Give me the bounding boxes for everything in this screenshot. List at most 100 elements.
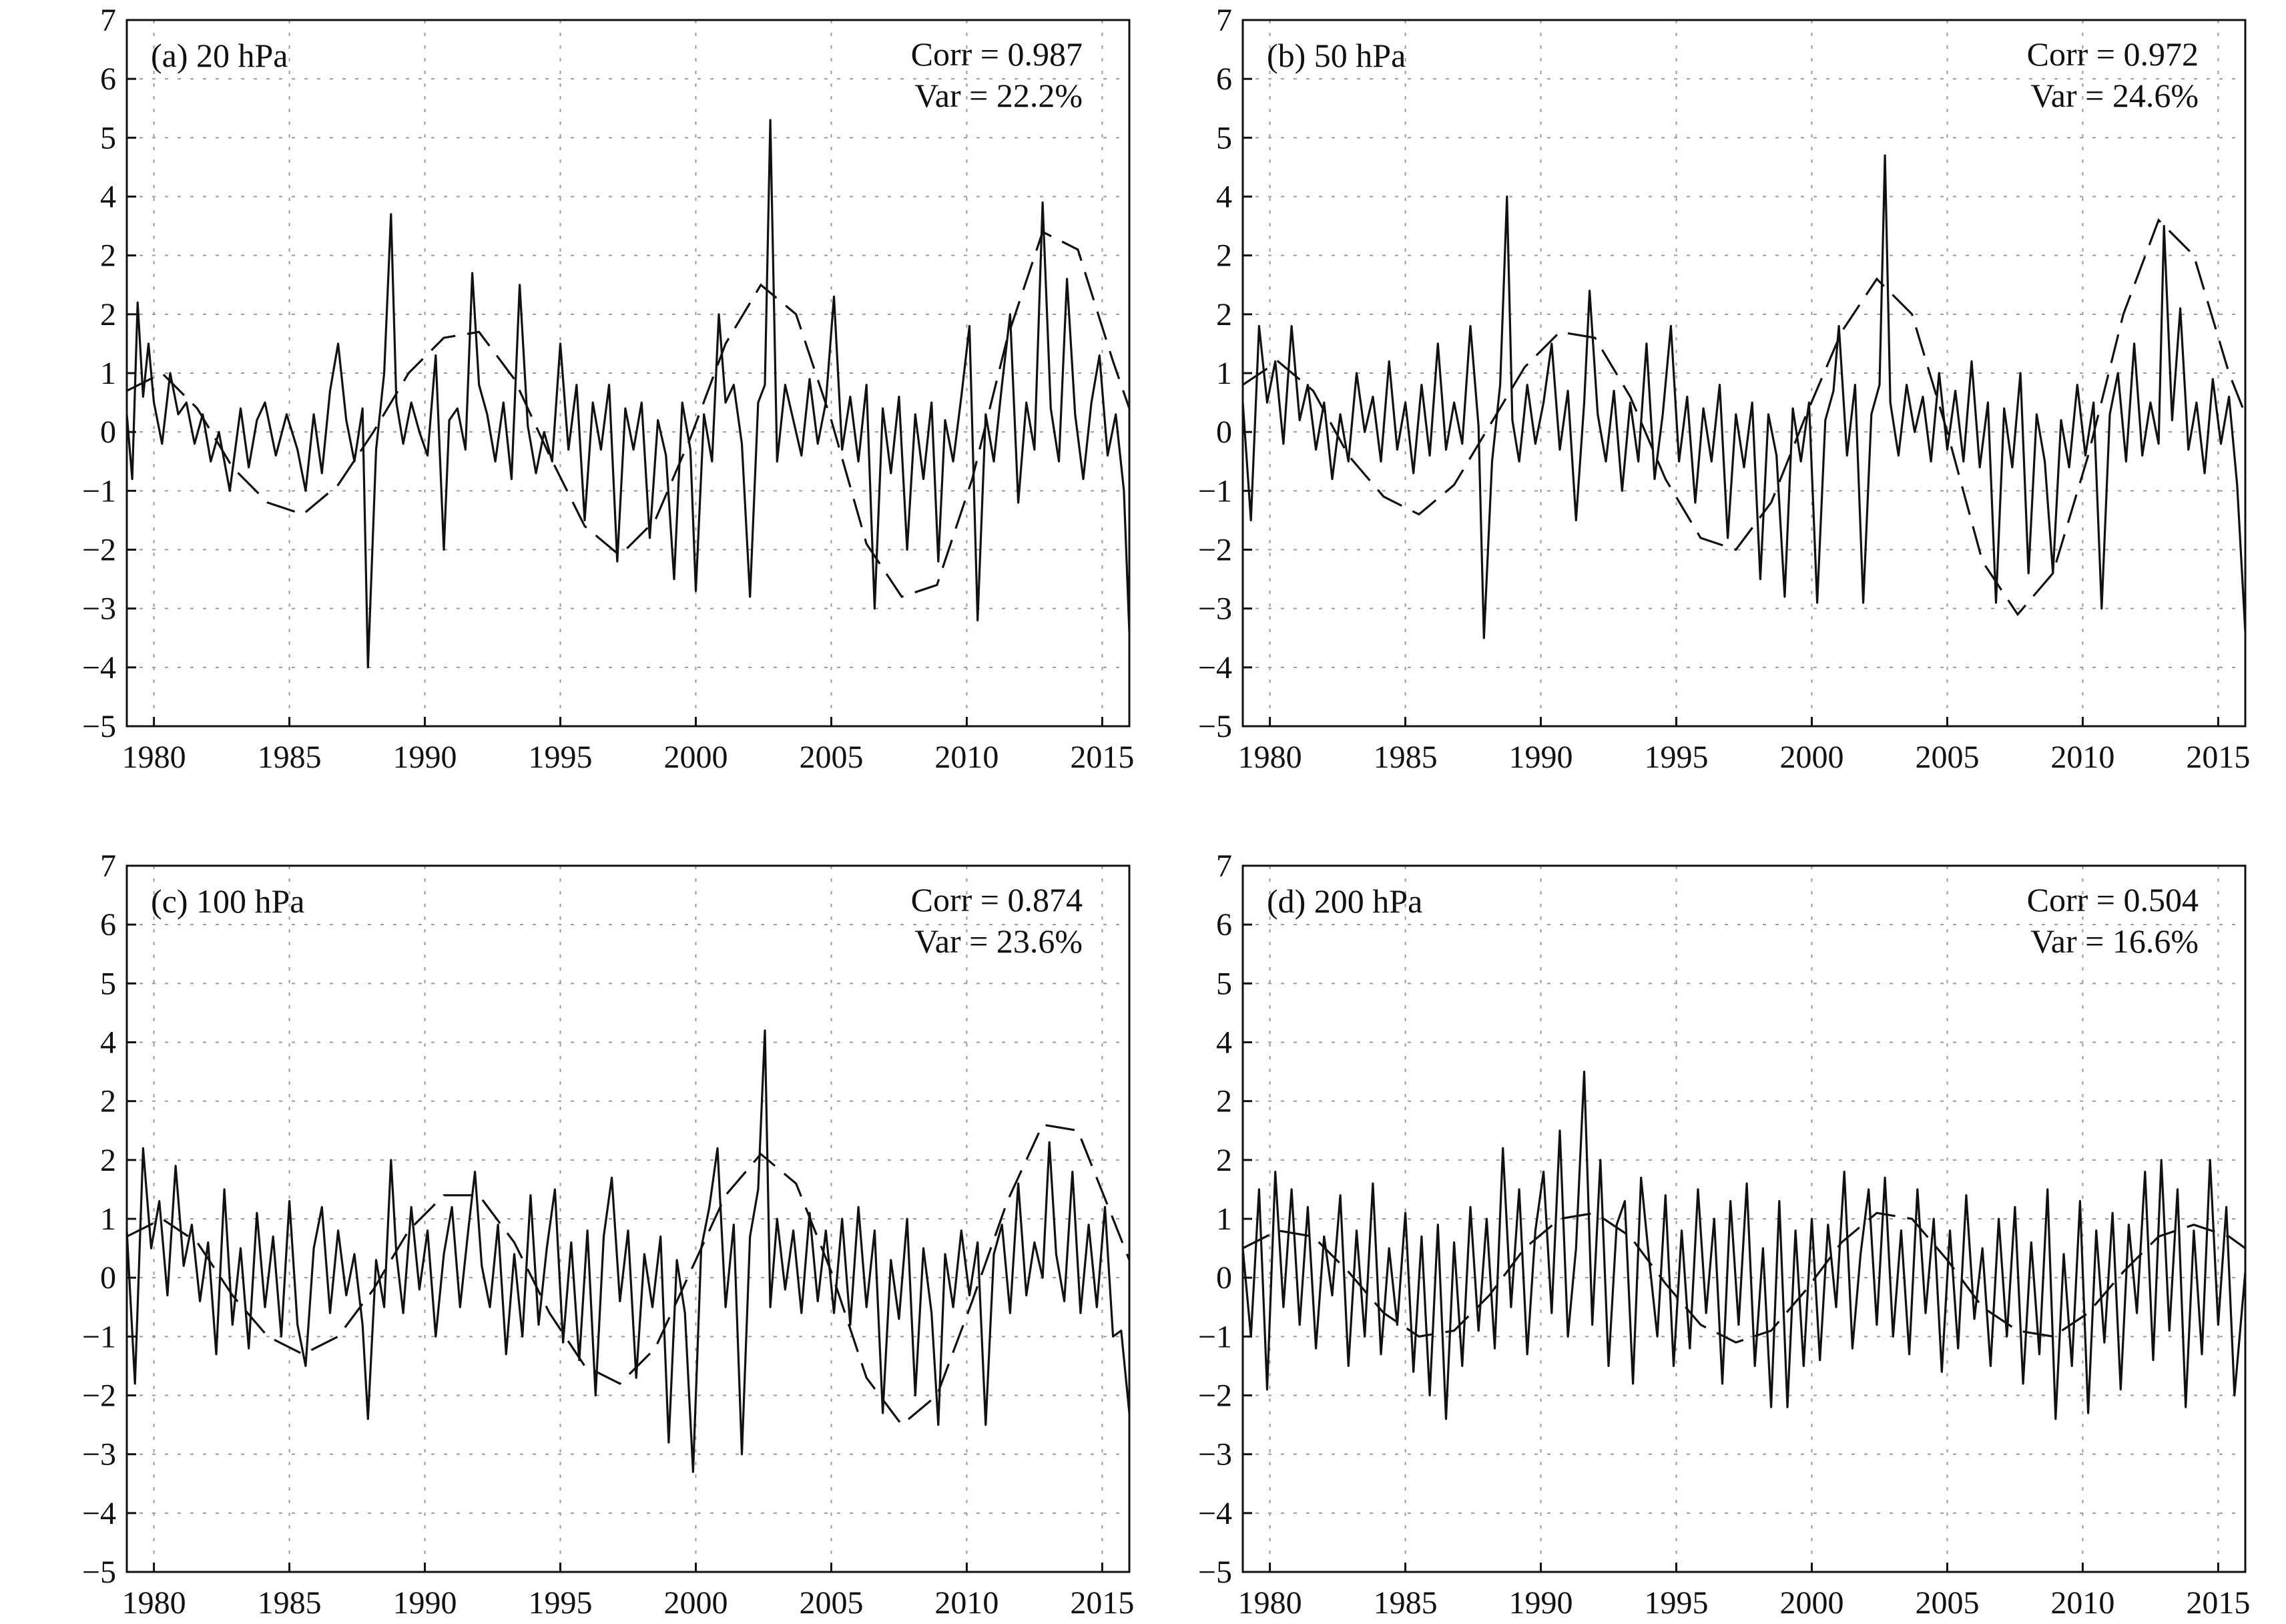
monthly-index-line	[1243, 1070, 2245, 1420]
x-tick-label: 2010	[2050, 740, 2114, 775]
x-tick-label: 1980	[122, 1585, 186, 1621]
x-tick-label: 1995	[1645, 1585, 1709, 1621]
y-tick-label: 7	[1216, 848, 1232, 884]
y-tick-label: 2	[1216, 1084, 1232, 1119]
x-tick-label: 2010	[934, 1585, 998, 1621]
var-value: Var = 24.6%	[2030, 77, 2199, 114]
y-tick-label: 7	[100, 848, 116, 884]
fitted-oscillation-line	[127, 230, 1129, 598]
y-tick-label: 6	[1216, 907, 1232, 942]
y-tick-label: 6	[100, 907, 116, 942]
x-tick-label: 2005	[799, 740, 863, 775]
x-tick-label: 2015	[1070, 740, 1134, 775]
x-tick-label: 2000	[663, 1585, 728, 1621]
y-tick-label: 6	[100, 61, 116, 97]
monthly-index-line	[1243, 154, 2245, 639]
x-tick-label: 1985	[258, 740, 322, 775]
y-tick-label: 6	[1216, 61, 1232, 97]
panel-title: (b) 50 hPa	[1267, 37, 1406, 74]
x-tick-label: 1990	[393, 1585, 457, 1621]
x-tick-label: 1985	[1374, 1585, 1438, 1621]
x-tick-label: 1980	[122, 740, 186, 775]
fitted-oscillation-line	[127, 1123, 1129, 1426]
x-tick-label: 1985	[1374, 740, 1438, 775]
x-tick-label: 2000	[1779, 740, 1843, 775]
panel-title: (d) 200 hPa	[1267, 882, 1422, 920]
y-tick-label: 2	[100, 238, 116, 274]
x-tick-label: 2000	[663, 740, 728, 775]
x-tick-label: 1985	[258, 1585, 322, 1621]
y-tick-label: −2	[1198, 533, 1232, 568]
corr-value: Corr = 0.874	[911, 881, 1083, 918]
y-tick-label: 2	[1216, 1143, 1232, 1178]
y-tick-label: 5	[100, 120, 116, 156]
y-tick-label: −4	[82, 650, 116, 686]
y-tick-label: −2	[82, 533, 116, 568]
x-tick-label: 1995	[1645, 740, 1709, 775]
y-tick-label: 2	[100, 297, 116, 332]
y-tick-label: −2	[1198, 1378, 1232, 1414]
y-tick-label: 5	[100, 966, 116, 1001]
x-tick-label: 1980	[1238, 1585, 1302, 1621]
y-tick-label: −2	[82, 1378, 116, 1414]
y-tick-label: −5	[1198, 709, 1232, 744]
var-value: Var = 22.2%	[914, 77, 1083, 114]
y-tick-label: −3	[82, 1437, 116, 1472]
x-tick-label: 2010	[934, 740, 998, 775]
y-tick-label: −5	[1198, 1555, 1232, 1590]
y-tick-label: −3	[1198, 591, 1232, 627]
y-tick-label: 4	[100, 1025, 116, 1061]
x-tick-label: 2005	[1915, 740, 1979, 775]
y-tick-label: 1	[1216, 356, 1232, 391]
y-tick-label: 2	[1216, 297, 1232, 332]
fitted-oscillation-line	[1243, 1211, 2245, 1344]
y-tick-label: 4	[1216, 1025, 1232, 1061]
x-tick-label: 1990	[393, 740, 457, 775]
y-tick-label: 5	[1216, 966, 1232, 1001]
corr-value: Corr = 0.504	[2027, 881, 2199, 918]
y-tick-label: 5	[1216, 120, 1232, 156]
y-tick-label: −1	[82, 1319, 116, 1354]
y-tick-label: 0	[1216, 1260, 1232, 1296]
y-tick-label: 2	[1216, 238, 1232, 274]
y-tick-label: 1	[100, 356, 116, 391]
y-tick-label: 1	[100, 1201, 116, 1237]
y-tick-label: −3	[82, 591, 116, 627]
var-value: Var = 16.6%	[2030, 922, 2199, 960]
y-tick-label: −1	[1198, 1319, 1232, 1354]
var-value: Var = 23.6%	[914, 922, 1083, 960]
y-tick-label: −4	[82, 1496, 116, 1531]
y-tick-label: −4	[1198, 1496, 1232, 1531]
y-tick-label: −1	[1198, 473, 1232, 509]
corr-value: Corr = 0.987	[911, 35, 1083, 73]
x-tick-label: 2015	[2186, 1585, 2250, 1621]
x-tick-label: 2005	[1915, 1585, 1979, 1621]
y-tick-label: 4	[100, 180, 116, 215]
y-tick-label: 7	[100, 3, 116, 38]
x-tick-label: 1995	[529, 1585, 593, 1621]
fitted-oscillation-line	[1243, 218, 2245, 617]
monthly-index-line	[127, 119, 1129, 669]
panel-title: (a) 20 hPa	[151, 37, 288, 74]
y-tick-label: 0	[1216, 415, 1232, 450]
x-tick-label: 1990	[1509, 1585, 1573, 1621]
panel-title: (c) 100 hPa	[151, 882, 305, 920]
x-tick-label: 2015	[2186, 740, 2250, 775]
y-tick-label: −5	[82, 709, 116, 744]
x-tick-label: 1995	[529, 740, 593, 775]
y-tick-label: 1	[1216, 1201, 1232, 1237]
y-tick-label: 4	[1216, 180, 1232, 215]
x-tick-label: 1990	[1509, 740, 1573, 775]
y-tick-label: −3	[1198, 1437, 1232, 1472]
y-tick-label: 2	[100, 1143, 116, 1178]
y-tick-label: −1	[82, 473, 116, 509]
y-tick-label: −4	[1198, 650, 1232, 686]
monthly-index-line	[127, 1029, 1129, 1473]
y-tick-label: 2	[100, 1084, 116, 1119]
y-tick-label: 7	[1216, 3, 1232, 38]
x-tick-label: 2010	[2050, 1585, 2114, 1621]
y-tick-label: 0	[100, 415, 116, 450]
